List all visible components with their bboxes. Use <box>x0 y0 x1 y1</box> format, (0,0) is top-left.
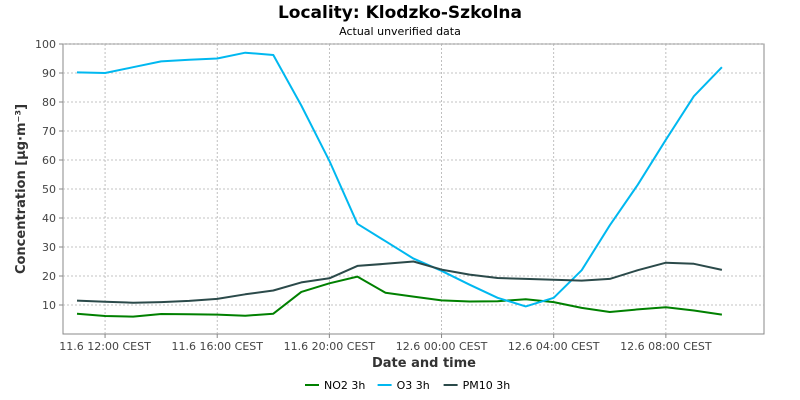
x-tick-label: 11.6 20:00 CEST <box>284 340 376 353</box>
x-tick-label: 12.6 08:00 CEST <box>620 340 712 353</box>
x-tick-label: 11.6 16:00 CEST <box>171 340 263 353</box>
x-tick-label: 12.6 04:00 CEST <box>508 340 600 353</box>
legend-label-pm10: PM10 3h <box>463 379 511 392</box>
x-tick-label: 11.6 12:00 CEST <box>59 340 151 353</box>
series-line-pm10 <box>76 260 723 304</box>
y-tick-label: 20 <box>42 270 56 283</box>
y-tick-label: 70 <box>42 125 56 138</box>
y-tick-label: 10 <box>42 299 56 312</box>
x-tick-label: 12.6 00:00 CEST <box>396 340 488 353</box>
y-tick-label: 40 <box>42 212 56 225</box>
grid-lines <box>63 43 764 334</box>
legend: NO2 3h O3 3h PM10 3h <box>305 379 510 392</box>
y-tick-label: 80 <box>42 96 56 109</box>
y-tick-label: 100 <box>35 38 56 51</box>
chart-title: Locality: Klodzko-Szkolna <box>278 3 522 23</box>
y-axis-label: Concentration [µg·m⁻³] <box>14 104 29 274</box>
series-line-no2 <box>76 275 723 318</box>
series-lines <box>76 51 723 318</box>
y-tick-label: 30 <box>42 241 56 254</box>
series-line-o3 <box>76 51 723 308</box>
y-tick-label: 50 <box>42 183 56 196</box>
x-axis-ticks: 11.6 12:00 CEST 11.6 16:00 CEST 11.6 20:00… <box>59 334 712 353</box>
x-axis-label: Date and time <box>372 356 476 371</box>
legend-label-o3: O3 3h <box>397 379 430 392</box>
legend-label-no2: NO2 3h <box>324 379 365 392</box>
y-tick-label: 60 <box>42 154 56 167</box>
y-tick-label: 90 <box>42 67 56 80</box>
chart-subtitle: Actual unverified data <box>339 25 461 38</box>
y-axis-ticks: 10 20 30 40 50 60 70 80 90 100 <box>35 38 63 312</box>
